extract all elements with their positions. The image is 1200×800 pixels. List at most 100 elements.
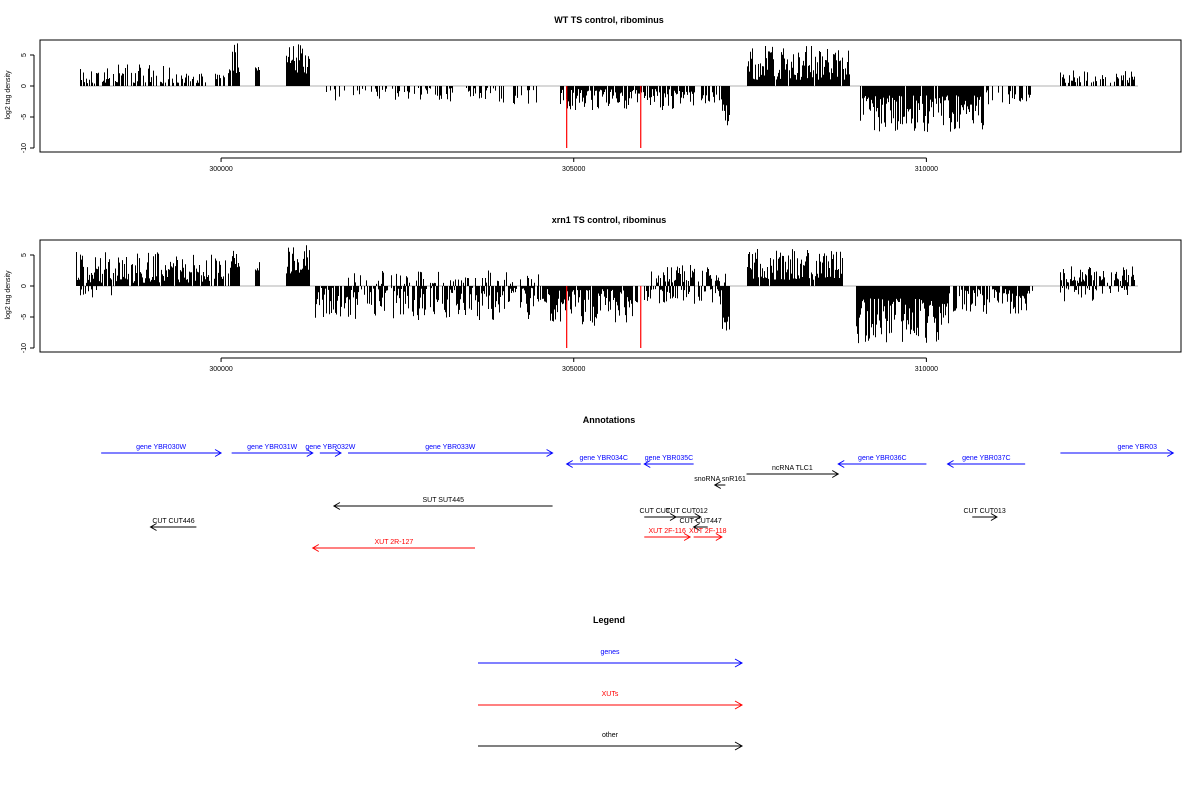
feature-label: gene YBR034C	[579, 455, 628, 462]
arrowhead-right	[546, 449, 554, 457]
xrn1-plot-frame	[39, 239, 1182, 353]
y-tick-label: 5	[21, 253, 28, 257]
x-tick-label: 300000	[209, 166, 232, 173]
feature-label: CUT CUT013	[963, 508, 1005, 515]
wt-plot-frame	[39, 39, 1182, 153]
y-tick-label: 5	[21, 53, 28, 57]
arrowhead-right	[214, 449, 223, 457]
annotation-features: gene YBR030W gene YBR031W gene YBR032W gene…	[101, 444, 1175, 552]
feature-label: gene YBR03	[1118, 444, 1158, 451]
wt-coverage-bars	[80, 43, 1138, 148]
y-tick-label: -5	[21, 114, 28, 120]
feature-label: ncRNA TLC1	[772, 465, 813, 472]
annotation-feature: ncRNA TLC1	[746, 465, 840, 478]
annotation-feature: gene YBR030W	[101, 444, 223, 457]
annotations-track: Annotations gene YBR030W gene YBR031W gene…	[101, 415, 1175, 552]
annotation-feature: gene YBR03	[1060, 444, 1175, 457]
y-tick-label: 0	[21, 84, 28, 88]
annotation-feature: gene YBR032W	[305, 444, 356, 457]
arrowhead-right	[715, 533, 723, 541]
feature-label: SUT SUT445	[422, 497, 464, 504]
feature-label: gene YBR033W	[425, 444, 475, 451]
arrowhead-right	[1167, 449, 1175, 457]
legend-label: other	[602, 732, 619, 739]
annotation-feature: XUT 2F-118	[689, 528, 727, 541]
legend: Legend genes XUTs other	[478, 615, 744, 751]
arrowhead-right	[669, 513, 677, 521]
arrowhead-right	[334, 449, 342, 457]
annotation-feature: CUT CUT446	[149, 518, 197, 531]
annotations-title: Annotations	[583, 415, 636, 425]
x-tick-label: 310000	[915, 166, 938, 173]
arrowhead-left	[713, 481, 722, 489]
y-tick-label: -10	[21, 343, 28, 353]
annotation-feature: CUT CUT013	[963, 508, 1006, 521]
wt-panel-ylabel: log2 tag density	[5, 70, 12, 120]
arrowhead-left	[149, 523, 157, 531]
xrn1-panel-title: xrn1 TS control, ribominus	[552, 215, 667, 225]
legend-item: XUTs	[478, 691, 744, 710]
arrowhead-right	[683, 533, 692, 541]
arrowhead-right	[306, 449, 314, 457]
legend-label: genes	[600, 649, 620, 656]
arrowhead-right	[990, 513, 998, 521]
feature-label: gene YBR036C	[858, 455, 907, 462]
y-tick-label: -10	[21, 143, 28, 153]
legend-item: other	[478, 732, 744, 751]
wt-axes: -10 -5 0 5 300000 305000 310000	[21, 53, 938, 173]
x-tick-label: 300000	[209, 366, 232, 373]
legend-label: XUTs	[602, 691, 619, 698]
arrowhead-right	[694, 513, 702, 521]
feature-label: XUT 2F-118	[689, 528, 727, 535]
xrn1-coverage-bars	[76, 245, 1138, 348]
xrn1-coverage-panel: xrn1 TS control, ribominus log2 tag dens…	[5, 215, 1182, 373]
y-tick-label: 0	[21, 284, 28, 288]
feature-label: gene YBR032W	[305, 444, 355, 451]
feature-label: CUT CUT012	[665, 508, 707, 515]
feature-label: CUT CUT	[640, 508, 671, 515]
arrowhead-left	[946, 460, 954, 468]
feature-label: gene YBR037C	[962, 455, 1011, 462]
annotation-feature: gene YBR033W	[348, 444, 554, 457]
x-tick-label: 305000	[562, 166, 585, 173]
legend-arrowhead	[734, 741, 744, 751]
legend-title: Legend	[593, 615, 625, 625]
arrowhead-left	[565, 460, 573, 468]
wt-panel-title: WT TS control, ribominus	[554, 15, 664, 25]
xrn1-axes: -10 -5 0 5 300000 305000 310000	[21, 253, 938, 373]
arrowhead-left	[332, 502, 341, 510]
x-tick-label: 310000	[915, 366, 938, 373]
xrn1-panel-ylabel: log2 tag density	[5, 270, 12, 320]
annotation-feature: XUT 2R-127	[311, 539, 475, 552]
annotation-feature: CUT CUT447	[680, 518, 722, 531]
feature-label: CUT CUT446	[152, 518, 194, 525]
annotation-feature: gene YBR034C	[565, 455, 641, 468]
arrowhead-right	[831, 470, 840, 478]
annotation-feature: SUT SUT445	[332, 497, 553, 510]
arrowhead-left	[311, 544, 320, 552]
feature-label: CUT CUT447	[680, 518, 722, 525]
feature-label: XUT 2R-127	[374, 539, 413, 546]
arrowhead-left	[837, 460, 845, 468]
wt-coverage-panel: WT TS control, ribominus log2 tag densit…	[5, 15, 1182, 173]
arrowhead-left	[692, 523, 700, 531]
legend-item: genes	[478, 649, 744, 668]
x-tick-label: 305000	[562, 366, 585, 373]
annotation-feature: gene YBR035C	[643, 455, 694, 468]
feature-label: gene YBR035C	[645, 455, 694, 462]
feature-label: XUT 2F-116	[648, 528, 686, 535]
legend-arrowhead	[734, 700, 744, 710]
annotation-feature: XUT 2F-116	[644, 528, 692, 541]
y-tick-label: -5	[21, 314, 28, 320]
annotation-feature: gene YBR036C	[837, 455, 927, 468]
legend-items: genes XUTs other	[478, 649, 744, 751]
feature-label: gene YBR031W	[247, 444, 297, 451]
feature-label: gene YBR030W	[136, 444, 186, 451]
feature-label: snoRNA snR161	[694, 476, 746, 483]
annotation-feature: gene YBR031W	[231, 444, 314, 457]
annotation-feature: snoRNA snR161	[694, 476, 746, 489]
annotation-feature: CUT CUT	[640, 508, 677, 521]
arrowhead-left	[643, 460, 651, 468]
legend-arrowhead	[734, 658, 744, 668]
